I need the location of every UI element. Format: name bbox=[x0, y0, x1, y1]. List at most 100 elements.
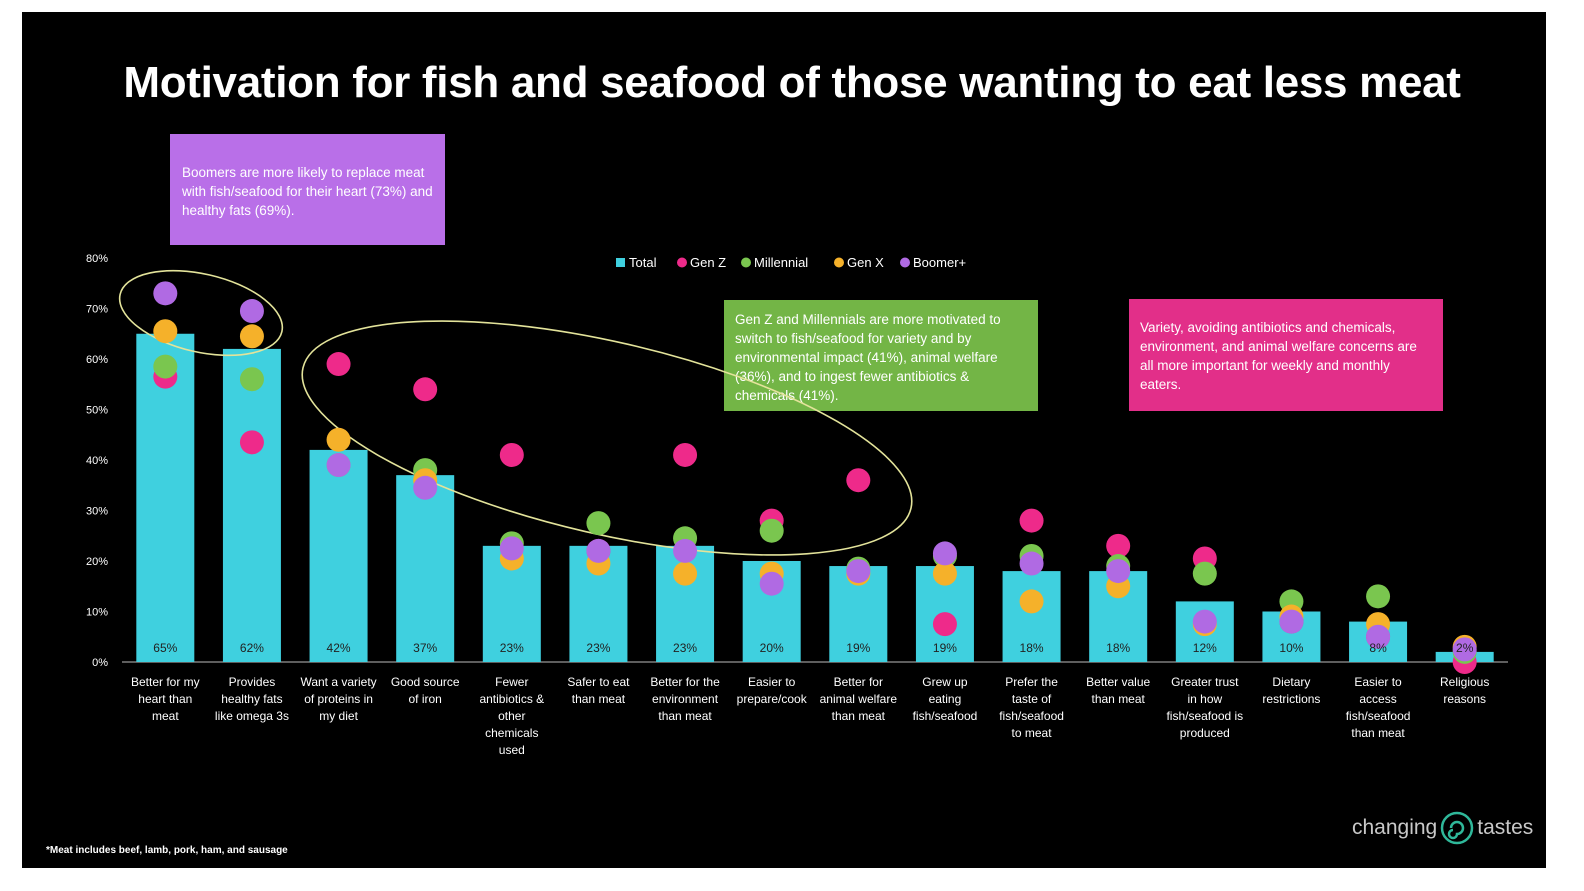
legend-swatch bbox=[741, 257, 751, 268]
x-label-religious-reasons: Religious reasons bbox=[1440, 675, 1489, 706]
dot-gen-z-provides-healthy-fats-like-omega-3s bbox=[239, 430, 264, 455]
dot-gen-z-fewer-antibiotics-other-chemicals-used bbox=[499, 442, 524, 467]
legend-item-gen-z: Gen Z bbox=[677, 255, 726, 270]
bar-prefer-the-taste-of-fish-seafood-to-meat bbox=[1002, 571, 1061, 662]
dot-millennial-better-for-my-heart-than-meat bbox=[153, 354, 178, 379]
footnote: *Meat includes beef, lamb, pork, ham, an… bbox=[46, 845, 288, 856]
bar-value-label: 10% bbox=[1279, 641, 1303, 655]
dot-gen-z-prefer-the-taste-of-fish-seafood-to-meat bbox=[1019, 508, 1044, 533]
y-tick-label: 80% bbox=[86, 253, 108, 265]
logo-text-tastes: tastes bbox=[1477, 816, 1534, 839]
legend-label: Gen X bbox=[847, 255, 884, 270]
bar-value-label: 2% bbox=[1456, 641, 1474, 655]
legend-swatch bbox=[834, 257, 844, 268]
x-tick-labels: Better for my heart than meat Provides healt… bbox=[131, 675, 1489, 757]
dot-gen-x-better-for-my-heart-than-meat bbox=[153, 319, 178, 344]
callout-boomers: Boomers are more likely to replace meat … bbox=[170, 134, 445, 245]
y-tick-label: 30% bbox=[86, 506, 108, 518]
x-label-better-value-than-meat: Better value than meat bbox=[1086, 675, 1150, 706]
spiral-icon bbox=[1441, 811, 1474, 845]
dot-millennial-safer-to-eat-than-meat bbox=[586, 511, 611, 536]
dot-gen-z-good-source-of-iron bbox=[413, 377, 438, 402]
y-tick-label: 10% bbox=[86, 607, 108, 619]
logo-text-changing: changing bbox=[1352, 816, 1438, 839]
x-label-good-source-of-iron: Good source of iron bbox=[391, 675, 460, 706]
y-tick-label: 0% bbox=[92, 657, 108, 669]
dot-gen-z-better-for-the-environment-than-meat bbox=[673, 442, 698, 467]
dot-gen-z-better-for-animal-welfare-than-meat bbox=[846, 468, 871, 493]
callout-genz-millennials: Gen Z and Millennials are more motivated… bbox=[724, 300, 1038, 411]
dot-boomer-dietary-restrictions bbox=[1279, 609, 1304, 634]
dot-boomer-fewer-antibiotics-other-chemicals-used bbox=[499, 536, 524, 561]
dot-gen-z-want-a-variety-of-proteins-in-my-diet bbox=[326, 352, 351, 377]
legend-item-boomer: Boomer+ bbox=[900, 255, 966, 270]
dot-gen-x-provides-healthy-fats-like-omega-3s bbox=[239, 324, 264, 349]
legend-swatch bbox=[900, 257, 910, 268]
dot-boomer-prefer-the-taste-of-fish-seafood-to-meat bbox=[1019, 551, 1044, 576]
dot-boomer-easier-to-access-fish-seafood-than-meat bbox=[1366, 624, 1391, 649]
bar-want-a-variety-of-proteins-in-my-diet bbox=[309, 449, 368, 662]
changing-tastes-logo: changing tastes bbox=[1352, 806, 1533, 850]
legend-label: Millennial bbox=[754, 255, 808, 270]
dot-boomer-better-for-animal-welfare-than-meat bbox=[846, 559, 871, 584]
bar-value-label: 23% bbox=[673, 641, 697, 655]
x-label-want-a-variety-of-proteins-in-my-diet: Want a variety of proteins in my diet bbox=[300, 675, 376, 723]
dot-boomer-better-for-the-environment-than-meat bbox=[673, 538, 698, 563]
bar-value-label: 42% bbox=[327, 641, 351, 655]
legend-label: Total bbox=[629, 255, 657, 270]
bar-value-label: 62% bbox=[240, 641, 264, 655]
callout-weekly-monthly: Variety, avoiding antibiotics and chemic… bbox=[1129, 299, 1443, 411]
bar-value-label: 23% bbox=[586, 641, 610, 655]
dot-boomer-religious-reasons bbox=[1452, 637, 1477, 662]
dot-gen-x-grew-up-eating-fish-seafood bbox=[932, 561, 957, 586]
bar-provides-healthy-fats-like-omega-3s bbox=[222, 348, 281, 662]
dot-millennial-easier-to-prepare-cook bbox=[759, 518, 784, 543]
bar-good-source-of-iron bbox=[396, 475, 455, 662]
y-tick-label: 60% bbox=[86, 354, 108, 366]
ellipse-heart-fats bbox=[118, 269, 284, 357]
chart-title: Motivation for fish and seafood of those… bbox=[123, 58, 1461, 107]
dot-millennial-greater-trust-in-how-fish-seafood-is-produced bbox=[1192, 561, 1217, 586]
dot-gen-z-grew-up-eating-fish-seafood bbox=[932, 612, 957, 637]
legend-label: Boomer+ bbox=[913, 255, 966, 270]
dot-boomer-better-for-my-heart-than-meat bbox=[153, 281, 178, 306]
dot-series bbox=[153, 281, 1477, 674]
bar-value-label: 37% bbox=[413, 641, 437, 655]
dot-boomer-better-value-than-meat bbox=[1106, 559, 1131, 584]
bar-value-label: 18% bbox=[1020, 641, 1044, 655]
bar-value-label: 8% bbox=[1369, 641, 1387, 655]
dot-boomer-greater-trust-in-how-fish-seafood-is-produced bbox=[1192, 609, 1217, 634]
x-label-dietary-restrictions: Dietary restrictions bbox=[1262, 675, 1320, 706]
bar-value-label: 12% bbox=[1193, 641, 1217, 655]
dot-boomer-grew-up-eating-fish-seafood bbox=[932, 541, 957, 566]
x-label-prefer-the-taste-of-fish-seafood-to-meat: Prefer the taste of fish/seafood to meat bbox=[999, 675, 1064, 740]
dot-boomer-safer-to-eat-than-meat bbox=[586, 538, 611, 563]
dot-gen-z-better-value-than-meat bbox=[1106, 533, 1131, 558]
legend-label: Gen Z bbox=[690, 255, 726, 270]
x-label-better-for-my-heart-than-meat: Better for my heart than meat bbox=[131, 675, 200, 723]
legend-swatch bbox=[616, 258, 625, 267]
x-label-easier-to-access-fish-seafood-than-meat: Easier to access fish/seafood than meat bbox=[1346, 675, 1411, 740]
x-label-safer-to-eat-than-meat: Safer to eat than meat bbox=[567, 675, 630, 706]
dot-boomer-want-a-variety-of-proteins-in-my-diet bbox=[326, 453, 351, 478]
x-label-easier-to-prepare-cook: Easier to prepare/cook bbox=[737, 675, 808, 706]
bar-value-label: 19% bbox=[933, 641, 957, 655]
y-tick-label: 20% bbox=[86, 556, 108, 568]
dot-gen-x-want-a-variety-of-proteins-in-my-diet bbox=[326, 427, 351, 452]
bar-value-labels: 65% 62% 42% 37% 23% 23% 23% 20% 19% 19% 18% 18% 12% 1… bbox=[153, 641, 1473, 655]
x-label-better-for-animal-welfare-than-meat: Better for animal welfare than meat bbox=[820, 675, 898, 723]
y-tick-label: 70% bbox=[86, 304, 108, 316]
bar-value-label: 18% bbox=[1106, 641, 1130, 655]
ellipse-genz-millennial-motivations bbox=[301, 320, 913, 556]
bar-value-label: 19% bbox=[846, 641, 870, 655]
x-label-better-for-the-environment-than-meat: Better for the environment than meat bbox=[650, 675, 720, 723]
series-boomer bbox=[153, 281, 1477, 662]
dot-millennial-provides-healthy-fats-like-omega-3s bbox=[239, 367, 264, 392]
bar-value-label: 20% bbox=[760, 641, 784, 655]
x-label-greater-trust-in-how-fish-seafood-is-produced: Greater trust in how fish/seafood is produc… bbox=[1166, 675, 1243, 740]
bar-value-label: 65% bbox=[153, 641, 177, 655]
y-tick-label: 40% bbox=[86, 455, 108, 467]
bar-value-label: 23% bbox=[500, 641, 524, 655]
legend-item-total: Total bbox=[616, 255, 657, 270]
